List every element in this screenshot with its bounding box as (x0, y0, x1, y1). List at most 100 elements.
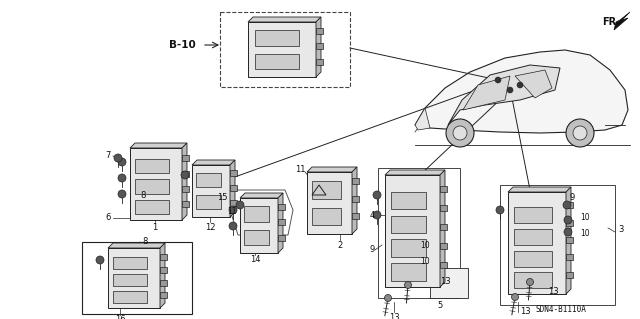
Circle shape (496, 206, 504, 214)
Text: 10: 10 (420, 257, 429, 266)
Text: 14: 14 (250, 256, 260, 264)
Polygon shape (508, 187, 571, 192)
Bar (566, 219, 573, 226)
Polygon shape (385, 170, 445, 175)
Bar (196, 173, 221, 187)
Bar (135, 179, 169, 194)
Bar (307, 172, 352, 234)
Bar (312, 208, 340, 225)
Text: 13: 13 (548, 287, 559, 296)
Bar (278, 219, 285, 225)
Bar (352, 213, 359, 219)
Bar (378, 168, 460, 298)
Bar (440, 224, 447, 230)
Text: 4: 4 (370, 211, 375, 219)
Bar (566, 237, 573, 243)
Text: SDN4-B1110A: SDN4-B1110A (535, 306, 586, 315)
Bar (390, 239, 426, 257)
Circle shape (385, 294, 392, 301)
Text: 1: 1 (152, 224, 157, 233)
Polygon shape (614, 12, 630, 30)
Bar (390, 216, 426, 233)
Bar (192, 165, 230, 217)
Circle shape (118, 158, 126, 166)
Text: 16: 16 (115, 315, 125, 319)
Bar (500, 185, 615, 305)
Circle shape (404, 281, 412, 288)
Circle shape (229, 222, 237, 230)
Bar (255, 30, 299, 46)
Bar (230, 200, 237, 206)
Bar (196, 195, 221, 210)
Circle shape (236, 201, 244, 209)
Circle shape (446, 119, 474, 147)
Bar (182, 186, 189, 192)
Polygon shape (130, 143, 187, 148)
Circle shape (118, 190, 126, 198)
Text: FR.: FR. (602, 17, 620, 27)
Bar (82, 242, 192, 314)
Bar (230, 185, 237, 191)
Bar (130, 148, 182, 220)
Bar (113, 274, 147, 286)
Polygon shape (182, 143, 187, 220)
Circle shape (511, 293, 518, 300)
Text: 7: 7 (106, 152, 111, 160)
Text: 8: 8 (142, 238, 148, 247)
Bar (312, 181, 340, 199)
Bar (514, 229, 552, 245)
Polygon shape (463, 76, 510, 110)
Bar (316, 43, 323, 49)
Text: 12: 12 (205, 224, 215, 233)
Text: 15: 15 (218, 194, 228, 203)
Polygon shape (192, 160, 235, 165)
Bar (566, 254, 573, 260)
Polygon shape (278, 193, 283, 253)
Circle shape (453, 126, 467, 140)
Bar (108, 248, 160, 308)
Bar (182, 201, 189, 207)
Circle shape (564, 228, 572, 236)
Circle shape (566, 119, 594, 147)
Text: 3: 3 (618, 226, 623, 234)
Bar (440, 243, 447, 249)
Bar (430, 268, 468, 298)
Bar (440, 186, 447, 192)
Bar (566, 271, 573, 278)
Bar (316, 27, 323, 33)
Text: 13: 13 (388, 314, 399, 319)
Circle shape (118, 174, 126, 182)
Bar (514, 251, 552, 266)
Polygon shape (515, 70, 552, 98)
Bar (255, 54, 299, 69)
Circle shape (564, 216, 572, 224)
Circle shape (527, 278, 534, 286)
Bar (248, 22, 316, 77)
Circle shape (517, 82, 523, 88)
Polygon shape (307, 167, 357, 172)
Text: 8: 8 (140, 191, 146, 201)
Circle shape (573, 126, 587, 140)
Bar (385, 175, 440, 287)
Bar (135, 200, 169, 214)
Text: 11: 11 (227, 207, 237, 217)
Circle shape (373, 191, 381, 199)
Bar (240, 198, 278, 253)
Circle shape (114, 154, 122, 162)
Bar (160, 254, 167, 260)
Bar (278, 235, 285, 241)
Text: 13: 13 (520, 308, 531, 316)
Bar (508, 192, 566, 294)
Circle shape (229, 206, 237, 214)
Bar (182, 155, 189, 161)
Bar (182, 170, 189, 176)
Bar (160, 267, 167, 273)
Bar (316, 59, 323, 65)
Bar (514, 272, 552, 288)
Text: 2: 2 (337, 241, 342, 249)
Bar (278, 204, 285, 210)
Text: 11: 11 (295, 166, 305, 174)
Polygon shape (566, 187, 571, 294)
Bar (113, 291, 147, 303)
Bar (440, 205, 447, 211)
